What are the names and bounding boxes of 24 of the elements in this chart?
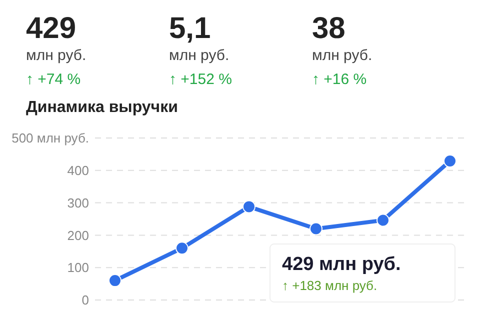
y-tick-label: 0 xyxy=(82,292,89,308)
y-tick-label: 100 xyxy=(67,260,89,276)
y-tick-label: 400 xyxy=(67,162,89,178)
text: 38 xyxy=(312,12,346,45)
point xyxy=(444,154,456,168)
text: ↑ +74 % xyxy=(26,71,81,88)
point xyxy=(376,214,390,227)
text: млн руб. xyxy=(312,47,372,64)
annotation: ↑ +183 млн руб. xyxy=(282,278,378,293)
text: млн руб. xyxy=(169,47,230,64)
point xyxy=(108,274,122,288)
text: млн руб. xyxy=(26,47,86,64)
text: 5,1 xyxy=(169,12,211,45)
annotation: 429 млн руб. xyxy=(282,254,401,275)
chart-title: Динамика выручки xyxy=(26,99,178,116)
text: 429 xyxy=(26,12,76,45)
point xyxy=(176,242,188,255)
text: ↑ +152 % xyxy=(169,71,232,88)
y-tick-label: 200 xyxy=(67,228,89,243)
y-tick-label: 500 млн руб. xyxy=(12,130,89,146)
point xyxy=(242,200,256,214)
text: ↑ +16 % xyxy=(312,71,367,88)
point xyxy=(310,222,322,236)
y-tick-label: 300 xyxy=(67,195,89,210)
